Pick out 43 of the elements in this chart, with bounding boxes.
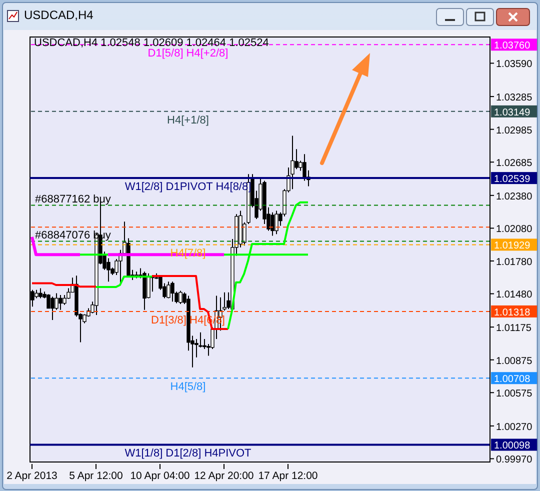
candlestick xyxy=(178,290,182,305)
candlestick xyxy=(274,210,278,235)
y-tick-label: 1.01318 xyxy=(494,307,531,318)
y-tick-label: 1.02985 xyxy=(496,125,533,136)
y-tick-label: 1.03590 xyxy=(496,59,533,70)
y-tick-label: 1.03760 xyxy=(494,40,531,52)
ref-line-label: H4[7/8] xyxy=(170,248,206,260)
candlestick xyxy=(270,212,274,236)
x-tick-label: 5 Apr 12:00 xyxy=(69,470,124,482)
candlestick xyxy=(58,294,62,310)
y-tick-label: 1.00270 xyxy=(496,422,533,433)
y-tick-label: 1.00575 xyxy=(496,388,533,400)
y-tick-label: 1.00708 xyxy=(494,374,531,386)
y-tick-label: 1.00098 xyxy=(494,440,531,452)
candlestick xyxy=(166,281,170,299)
candlestick xyxy=(290,135,294,190)
candlestick xyxy=(54,292,58,310)
candlestick xyxy=(38,288,42,299)
y-tick-label: 1.01929 xyxy=(494,240,531,252)
ref-line-label: D1[5/8] H4[+2/8] xyxy=(148,48,228,60)
y-tick-label: 1.01780 xyxy=(496,256,533,268)
chart-title: USDCAD,H4 xyxy=(24,8,94,22)
y-tick-label: 1.00875 xyxy=(496,356,533,367)
candlestick xyxy=(146,272,150,299)
ref-line-label: H4[5/8] xyxy=(170,381,206,394)
y-tick-label: 1.02080 xyxy=(496,224,533,236)
y-tick-label: 1.03285 xyxy=(496,92,533,104)
x-tick-label: 12 Apr 20:00 xyxy=(194,470,254,482)
x-tick-label: 10 Apr 04:00 xyxy=(130,470,190,482)
annotation: #68877162 buy xyxy=(35,193,112,206)
x-tick-label: 17 Apr 12:00 xyxy=(258,470,318,482)
y-tick-label: 1.02539 xyxy=(494,174,531,186)
y-tick-label: 1.03149 xyxy=(494,107,531,118)
x-tick-label: 2 Apr 2013 xyxy=(6,470,58,482)
candlestick xyxy=(170,281,174,302)
ref-line-label: W1[1/8] D1[2/8] H4PIVOT xyxy=(124,448,252,460)
candlestick xyxy=(50,296,54,320)
y-tick-label: 0.99970 xyxy=(496,454,533,466)
ref-line-label: H4[+1/8] xyxy=(167,114,209,126)
y-tick-label: 1.01175 xyxy=(496,323,532,334)
y-tick-label: 1.02380 xyxy=(496,191,533,202)
y-tick-label: 1.01480 xyxy=(496,290,533,301)
y-tick-label: 1.02685 xyxy=(496,158,533,170)
